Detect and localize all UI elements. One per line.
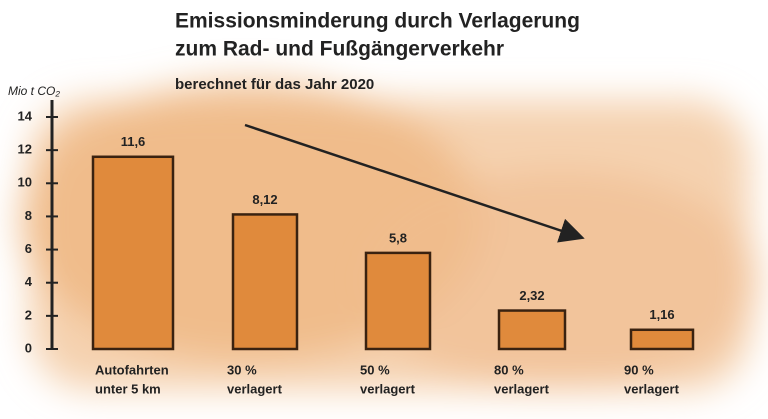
trend-arrow	[244, 123, 585, 243]
x-tick-label: Autofahrten	[95, 362, 169, 377]
value-label: 2,32	[519, 288, 544, 303]
y-axis-label: Mio t CO₂	[8, 84, 60, 98]
chart-title: Emissionsminderung durch Verlagerung	[175, 10, 580, 33]
x-tick-label: 90 %	[624, 362, 654, 377]
bar	[629, 328, 695, 351]
y-tick-label: 12	[18, 142, 32, 157]
x-tick-label: verlagert	[360, 381, 416, 396]
value-label: 5,8	[389, 230, 407, 245]
x-tick-label: verlagert	[494, 381, 550, 396]
y-tick-label: 10	[18, 175, 32, 190]
bar	[91, 155, 175, 351]
value-label: 11,6	[121, 134, 146, 149]
x-tick-label: verlagert	[227, 381, 283, 396]
y-tick-label: 6	[25, 241, 32, 256]
y-tick-label: 2	[25, 307, 32, 322]
chart-title: zum Rad- und Fußgängerverkehr	[175, 38, 504, 61]
y-tick-label: 0	[25, 340, 32, 355]
chart-subtitle: berechnet für das Jahr 2020	[175, 76, 374, 93]
value-label: 8,12	[252, 192, 277, 207]
bar	[497, 309, 567, 351]
x-tick-label: verlagert	[624, 381, 680, 396]
y-tick-label: 8	[25, 208, 32, 223]
bar	[364, 251, 432, 351]
x-tick-label: 30 %	[227, 362, 257, 377]
y-tick-label: 4	[25, 274, 33, 289]
x-tick-label: 50 %	[360, 362, 390, 377]
x-tick-label: 80 %	[494, 362, 524, 377]
value-label: 1,16	[649, 307, 674, 322]
x-tick-label: unter 5 km	[95, 381, 161, 396]
y-tick-label: 14	[18, 108, 33, 123]
bar	[231, 213, 299, 351]
